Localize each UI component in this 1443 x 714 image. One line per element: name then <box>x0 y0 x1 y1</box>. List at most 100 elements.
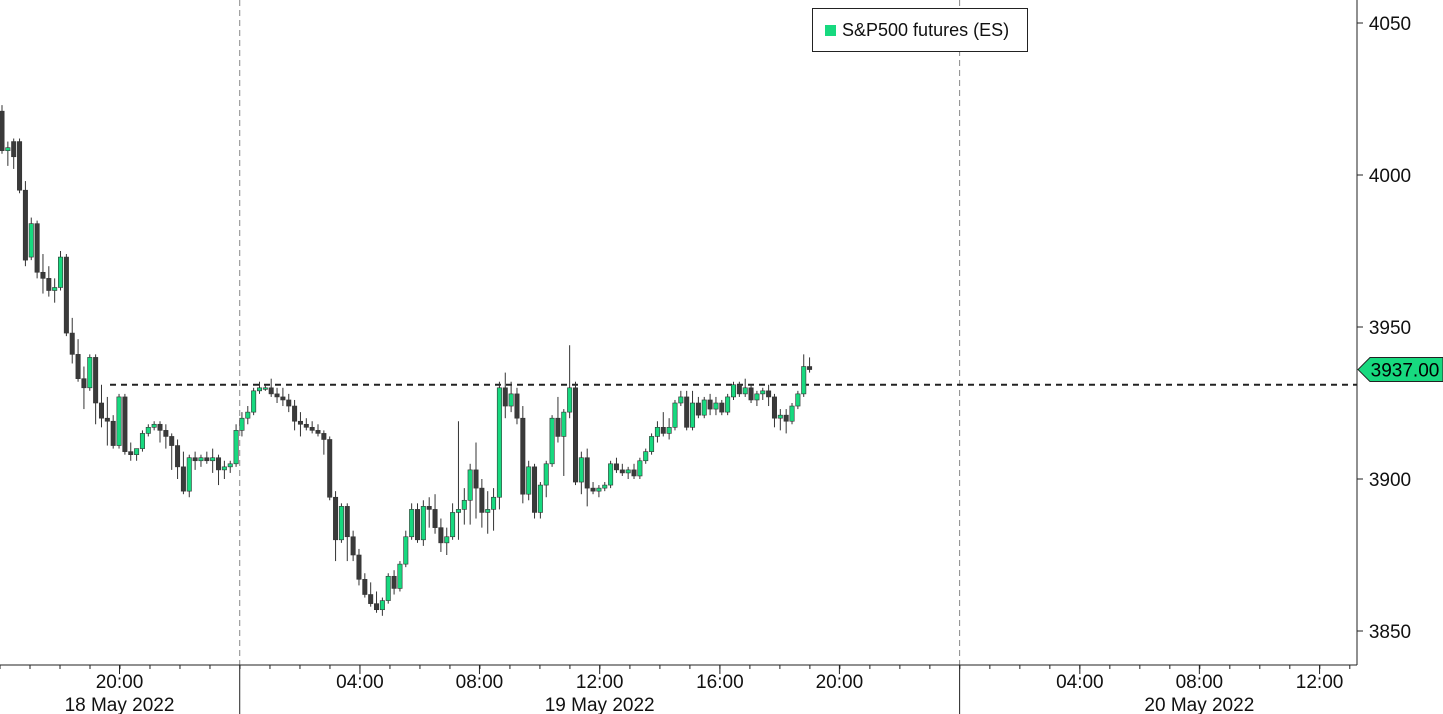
candle <box>297 412 303 437</box>
candle-body-up <box>52 287 58 291</box>
candle <box>81 366 87 410</box>
candle-body-up <box>5 147 11 151</box>
candle <box>157 421 163 443</box>
candle <box>561 409 567 476</box>
separator-layer <box>239 0 961 665</box>
candle <box>567 345 573 419</box>
candle-body-down <box>0 110 5 151</box>
candle <box>713 396 719 416</box>
candle <box>134 448 140 461</box>
candle <box>128 442 134 461</box>
candle-body-down <box>286 399 292 407</box>
candle-body-down <box>274 393 280 398</box>
candle-body-up <box>210 457 216 462</box>
candle-body-up <box>491 496 497 510</box>
candle-body-down <box>69 332 75 355</box>
candle <box>596 485 602 498</box>
candle <box>777 409 783 431</box>
candle <box>701 396 707 419</box>
candle <box>649 433 655 455</box>
candle <box>262 384 268 391</box>
candle-body-down <box>180 466 186 492</box>
candle-body-up <box>578 457 584 483</box>
last-price-tag <box>1357 357 1443 383</box>
candle-body-up <box>221 466 227 471</box>
x-tick-label: 12:00 <box>1296 672 1344 693</box>
candle-body-down <box>104 417 110 422</box>
candle <box>292 399 298 431</box>
candle-body-up <box>444 536 450 544</box>
candle <box>695 396 701 419</box>
candle <box>590 482 596 495</box>
candle <box>496 381 502 510</box>
candle <box>309 421 315 434</box>
candle <box>473 442 479 519</box>
candle-body-down <box>426 506 432 510</box>
candle <box>690 390 696 431</box>
candle-body-down <box>719 402 725 413</box>
candle <box>602 482 608 492</box>
candle-body-down <box>520 417 526 495</box>
candle-body-up <box>485 509 491 513</box>
candle-body-down <box>34 223 40 273</box>
candle-body-up <box>227 463 233 468</box>
x-tick-label: 08:00 <box>456 672 504 693</box>
candle-body-up <box>567 387 573 413</box>
candle-body-down <box>368 594 374 604</box>
candle-body-down <box>473 469 479 489</box>
candle-body-up <box>245 411 251 419</box>
candle <box>754 390 760 407</box>
candle-body-up <box>496 387 502 498</box>
candle-body-up <box>789 405 795 422</box>
candle-body-up <box>625 469 631 474</box>
candle <box>169 433 175 470</box>
candle-body-up <box>561 411 567 437</box>
candle-body-up <box>742 387 748 395</box>
candle <box>379 597 385 616</box>
x-tick-label: 12:00 <box>576 672 624 693</box>
candles-layer <box>0 105 813 616</box>
candle-body-down <box>309 427 315 431</box>
candle <box>52 278 58 303</box>
candle-body-up <box>116 396 122 446</box>
candle <box>338 503 344 543</box>
candle-body-down <box>216 457 222 471</box>
candle <box>666 418 672 440</box>
candle-body-up <box>777 414 783 419</box>
candle <box>344 503 350 562</box>
candle-body-down <box>736 384 742 395</box>
candle-body-up <box>239 417 245 431</box>
candle <box>110 415 116 449</box>
candle-body-up <box>725 396 731 413</box>
candle <box>426 497 432 528</box>
x-tick-label: 04:00 <box>1056 672 1104 693</box>
candle-body-up <box>256 387 262 392</box>
candle <box>572 381 578 486</box>
candle <box>303 418 309 431</box>
candle-body-down <box>75 354 81 379</box>
y-tick-label: 4000 <box>1369 166 1411 187</box>
candle-body-down <box>268 387 274 395</box>
candle-body-down <box>344 506 350 538</box>
candle <box>643 448 649 464</box>
candle <box>455 421 461 540</box>
candle <box>98 384 104 428</box>
candle <box>40 254 46 294</box>
candle-body-down <box>93 357 99 404</box>
candle <box>783 409 789 434</box>
candle-body-up <box>251 390 257 413</box>
candle-body-up <box>690 402 696 428</box>
candle-body-down <box>584 457 590 489</box>
candle-body-down <box>590 487 596 492</box>
candle <box>286 393 292 413</box>
candle-body-up <box>602 484 608 489</box>
candle-body-up <box>151 423 157 428</box>
candle <box>414 503 420 543</box>
x-tick-label: 04:00 <box>336 672 384 693</box>
candle <box>274 387 280 403</box>
candle <box>771 393 777 428</box>
candle-body-down <box>748 387 754 401</box>
candle-body-up <box>549 417 555 465</box>
candle-body-down <box>350 536 356 556</box>
candle-body-down <box>122 396 128 452</box>
